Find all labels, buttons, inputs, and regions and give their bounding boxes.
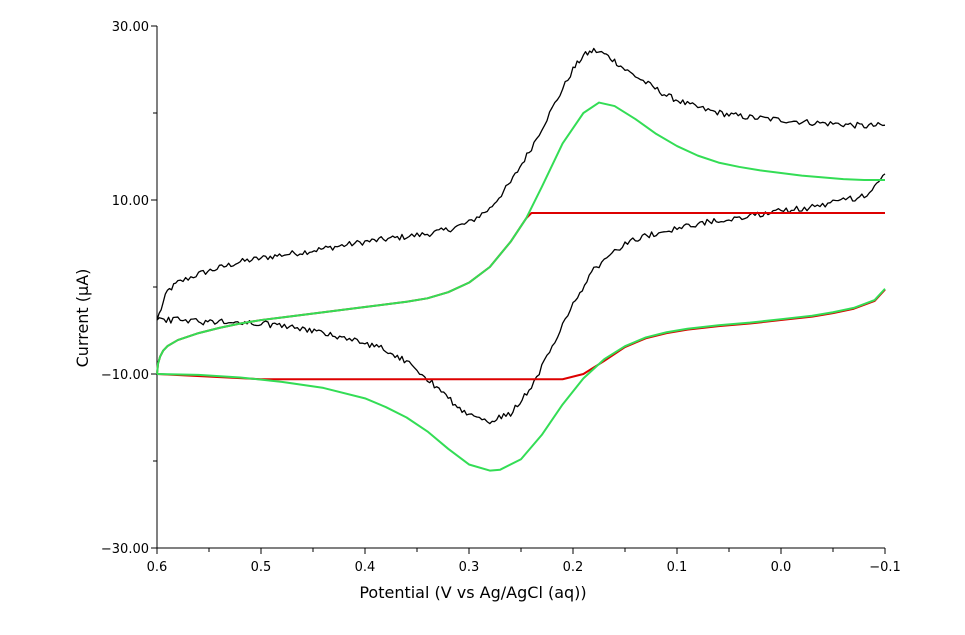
y-tick-label: 10.00 <box>112 194 149 209</box>
x-tick-label: 0.6 <box>147 560 168 575</box>
series-3-branch-2-line <box>156 288 886 472</box>
x-tick-label: 0.4 <box>355 560 376 575</box>
series-2-branch-1-line <box>156 212 885 375</box>
x-axis-title: Potential (V vs Ag/AgCl (aq)) <box>359 583 586 602</box>
y-axis-title: Current (µA) <box>73 269 92 368</box>
axes <box>151 25 886 554</box>
series-2-branch-2-line <box>156 288 886 381</box>
x-tick-label: 0.3 <box>459 560 480 575</box>
plot-series <box>156 47 886 472</box>
x-tick-label: −0.1 <box>869 560 901 575</box>
tick-labels: 0.6 0.5 0.4 0.3 0.2 0.1 0.0 −0.1 30.00 10.00 −10.0… <box>101 20 901 575</box>
series-1-branch-2-line <box>156 173 886 425</box>
y-tick-label: −30.00 <box>101 542 149 557</box>
y-tick-label: −10.00 <box>101 368 149 383</box>
y-tick-label: 30.00 <box>112 20 149 35</box>
series-1-branch-1-line <box>156 47 886 321</box>
x-tick-label: 0.0 <box>771 560 792 575</box>
x-tick-label: 0.5 <box>251 560 272 575</box>
x-tick-label: 0.2 <box>563 560 584 575</box>
x-tick-label: 0.1 <box>667 560 688 575</box>
series-3-branch-1-line <box>156 101 885 375</box>
